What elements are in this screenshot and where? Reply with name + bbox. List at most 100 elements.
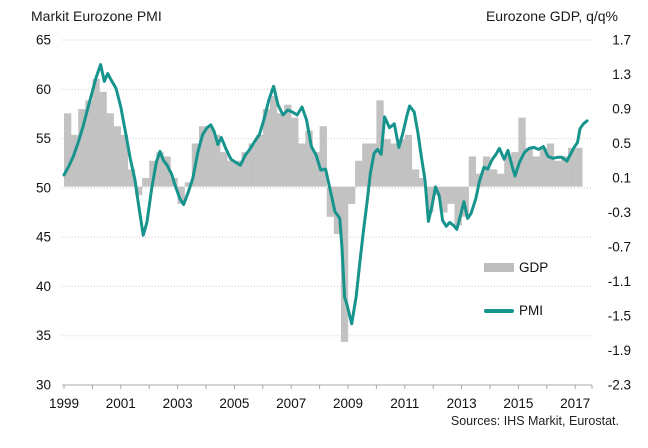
x-axis-tick-label: 2013 [447,396,477,411]
left-axis-tick-label: 60 [36,82,51,97]
gdp-bar [99,91,107,187]
left-axis-title: Markit Eurozone PMI [31,8,162,24]
right-axis-tick-label: 1.7 [612,33,631,48]
gdp-bar [277,113,285,187]
legend-entry-pmi: PMI [484,303,543,318]
gdp-bar [284,104,292,187]
gdp-bar [411,169,420,187]
x-axis-tick-label: 2007 [276,396,306,411]
gdp-bar [213,134,221,187]
right-axis-tick-label: -1.5 [608,309,631,324]
gdp-bar [92,78,100,187]
gdp-bar [539,147,547,187]
right-axis-tick-label: 0.5 [612,136,631,151]
gdp-bar [497,173,505,187]
right-axis-tick-label: -2.3 [608,378,631,393]
gdp-bar [404,134,413,187]
gdp-bar [419,178,427,187]
gdp-bar [561,156,569,187]
legend-gdp-label: GDP [519,260,549,275]
gdp-swatch-icon [484,263,514,272]
gdp-bar [468,156,476,187]
right-axis-tick-label: 1.3 [612,67,631,82]
x-axis-tick-label: 2009 [333,396,363,411]
gdp-bar [78,109,86,187]
gdp-bar [120,134,129,187]
gdp-bar [426,186,434,213]
gdp-bar [184,182,192,187]
right-axis-title: Eurozone GDP, q/q% [485,8,618,24]
gdp-bar [305,130,313,187]
gdp-bar [127,169,136,187]
gdp-bar [206,126,214,187]
pmi-swatch-icon [484,308,514,313]
gdp-bar [397,139,405,187]
x-axis-tick-label: 2011 [390,396,419,411]
gdp-bar [348,186,356,204]
gdp-bar [546,143,555,187]
gdp-bar [106,113,114,187]
gdp-bar [340,186,349,342]
gdp-bar [383,139,391,187]
x-axis-tick-label: 2005 [219,396,249,411]
left-axis-tick-label: 55 [36,131,51,146]
legend-entry-gdp: GDP [484,260,548,275]
left-axis-tick-label: 35 [36,328,51,343]
gdp-bar [525,147,533,187]
left-axis-tick-label: 30 [36,378,51,393]
left-axis-tick-label: 40 [36,279,51,294]
gdp-bar [220,152,228,187]
right-axis-tick-label: 0.1 [612,171,631,186]
x-axis-tick-label: 2003 [163,396,193,411]
gdp-bar [135,186,143,196]
right-axis-tick-label: -0.3 [608,205,631,220]
gdp-bar [85,100,93,187]
gdp-bar [490,169,498,187]
right-axis-tick-label: -1.9 [608,343,631,358]
gdp-bar [262,109,271,187]
left-axis-tick-label: 50 [36,180,51,195]
legend-pmi-label: PMI [519,303,544,318]
gdp-bar [333,186,342,235]
x-axis-tick-label: 2015 [503,396,533,411]
gdp-bar [504,156,512,187]
gdp-bar [532,156,540,187]
gdp-bar [142,178,150,187]
x-axis-tick-label: 2017 [560,396,590,411]
gdp-bar [575,147,583,187]
gdp-bar [71,134,79,187]
gdp-bar [291,117,299,187]
gdp-bar [447,186,455,204]
gdp-bar [227,160,235,187]
right-axis-tick-label: -1.1 [608,274,631,289]
gdp-bar [241,152,249,187]
gdp-bar [177,186,185,204]
gdp-bar [248,143,256,187]
right-axis-tick-label: 0.9 [612,102,631,117]
gdp-bar [568,147,576,187]
pmi-line [62,63,589,326]
right-axis-tick-label: -0.7 [608,240,631,255]
gdp-bar [163,156,171,187]
x-axis-tick-label: 2001 [106,396,136,411]
gdp-bar [482,156,491,187]
gdp-bar [255,134,263,187]
gdp-bar [269,96,278,187]
gdp-bar [355,160,363,187]
source-note: Sources: IHS Markit, Eurostat. [450,414,619,428]
gdp-bar [198,126,207,187]
left-axis-tick-label: 45 [36,230,51,245]
left-axis-tick-label: 65 [36,33,51,48]
gdp-bar [376,100,384,187]
gdp-bar [440,186,448,213]
gdp-bar [390,143,398,187]
gdp-bar [518,117,526,187]
gdp-bar [319,126,327,187]
gdp-bar [312,152,320,187]
gdp-bar [362,143,370,187]
gdp-bar [553,160,562,187]
gdp-bar [113,126,121,187]
gdp-bar [234,160,242,187]
